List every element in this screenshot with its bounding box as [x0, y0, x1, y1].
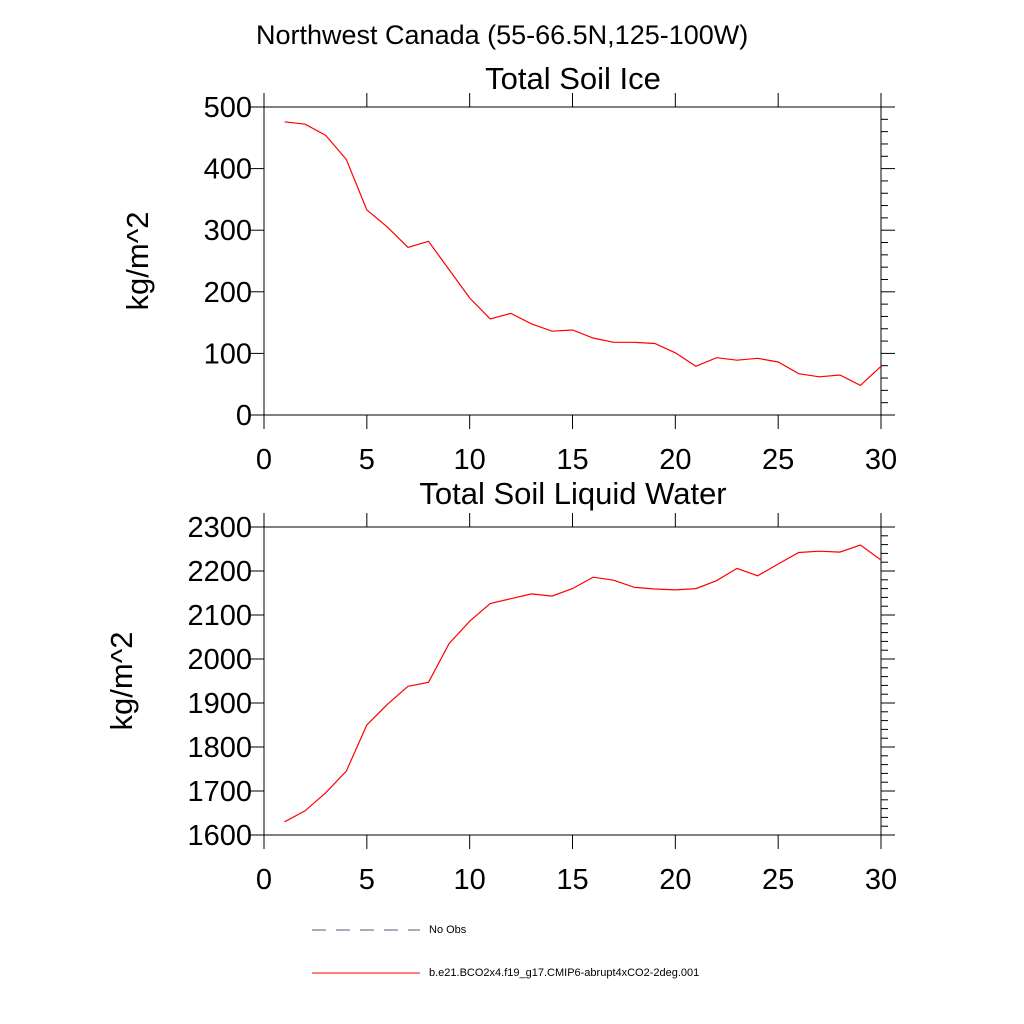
series-line — [284, 544, 882, 823]
y-tick-label: 1800 — [187, 732, 252, 764]
y-axis-label: kg/m^2 — [120, 212, 155, 311]
axis-ticks — [250, 93, 895, 429]
y-tick-label: 500 — [204, 92, 252, 124]
x-tick-label: 10 — [454, 864, 486, 896]
x-tick-label: 25 — [762, 864, 794, 896]
x-tick-label: 30 — [865, 864, 897, 896]
y-tick-label: 2100 — [187, 600, 252, 632]
x-tick-label: 0 — [256, 864, 272, 896]
y-tick-label: 400 — [204, 154, 252, 186]
legend-label-no-obs: No Obs — [429, 924, 467, 936]
series-layer — [284, 544, 882, 823]
y-tick-label: 300 — [204, 215, 252, 247]
x-tick-label: 10 — [454, 444, 486, 476]
y-tick-label: 200 — [204, 277, 252, 309]
panel-title: Total Soil Liquid Water — [419, 476, 726, 511]
x-tick-label: 20 — [659, 444, 691, 476]
x-tick-label: 15 — [556, 864, 588, 896]
x-tick-label: 5 — [359, 444, 375, 476]
x-tick-label: 0 — [256, 444, 272, 476]
y-tick-label: 2000 — [187, 644, 252, 676]
y-tick-label: 2300 — [187, 512, 252, 544]
y-tick-label: 0 — [236, 400, 252, 432]
y-tick-label: 1700 — [187, 776, 252, 808]
x-tick-label: 25 — [762, 444, 794, 476]
axis-ticks — [250, 513, 895, 849]
legend-label-model-run: b.e21.BCO2x4.f19_g17.CMIP6-abrupt4xCO2-2… — [429, 967, 699, 979]
plot-frame — [263, 526, 882, 836]
series-layer — [284, 121, 882, 387]
x-tick-label: 20 — [659, 864, 691, 896]
panel-soil-liquid-water: Total Soil Liquid Water kg/m^2 0 5 10 15 20 2… — [104, 476, 897, 896]
x-tick-label: 30 — [865, 444, 897, 476]
x-tick-label: 15 — [556, 444, 588, 476]
tick-labels: 0 5 10 15 20 25 30 1600 1700 1800 1900 2000 2100 2200… — [187, 512, 897, 896]
panel-soil-ice: Total Soil Ice kg/m^2 0 5 10 15 20 25 30010020… — [120, 61, 897, 476]
y-axis-label: kg/m^2 — [104, 632, 139, 731]
y-tick-label: 1900 — [187, 688, 252, 720]
y-tick-label: 2200 — [187, 556, 252, 588]
plot-frame — [263, 106, 882, 416]
panel-title: Total Soil Ice — [485, 61, 661, 96]
series-line — [284, 121, 882, 387]
y-tick-label: 1600 — [187, 820, 252, 852]
x-tick-label: 5 — [359, 864, 375, 896]
legend: No Obs b.e21.BCO2x4.f19_g17.CMIP6-abrupt… — [312, 924, 699, 979]
y-tick-label: 100 — [204, 338, 252, 370]
figure-suptitle: Northwest Canada (55-66.5N,125-100W) — [256, 20, 748, 50]
